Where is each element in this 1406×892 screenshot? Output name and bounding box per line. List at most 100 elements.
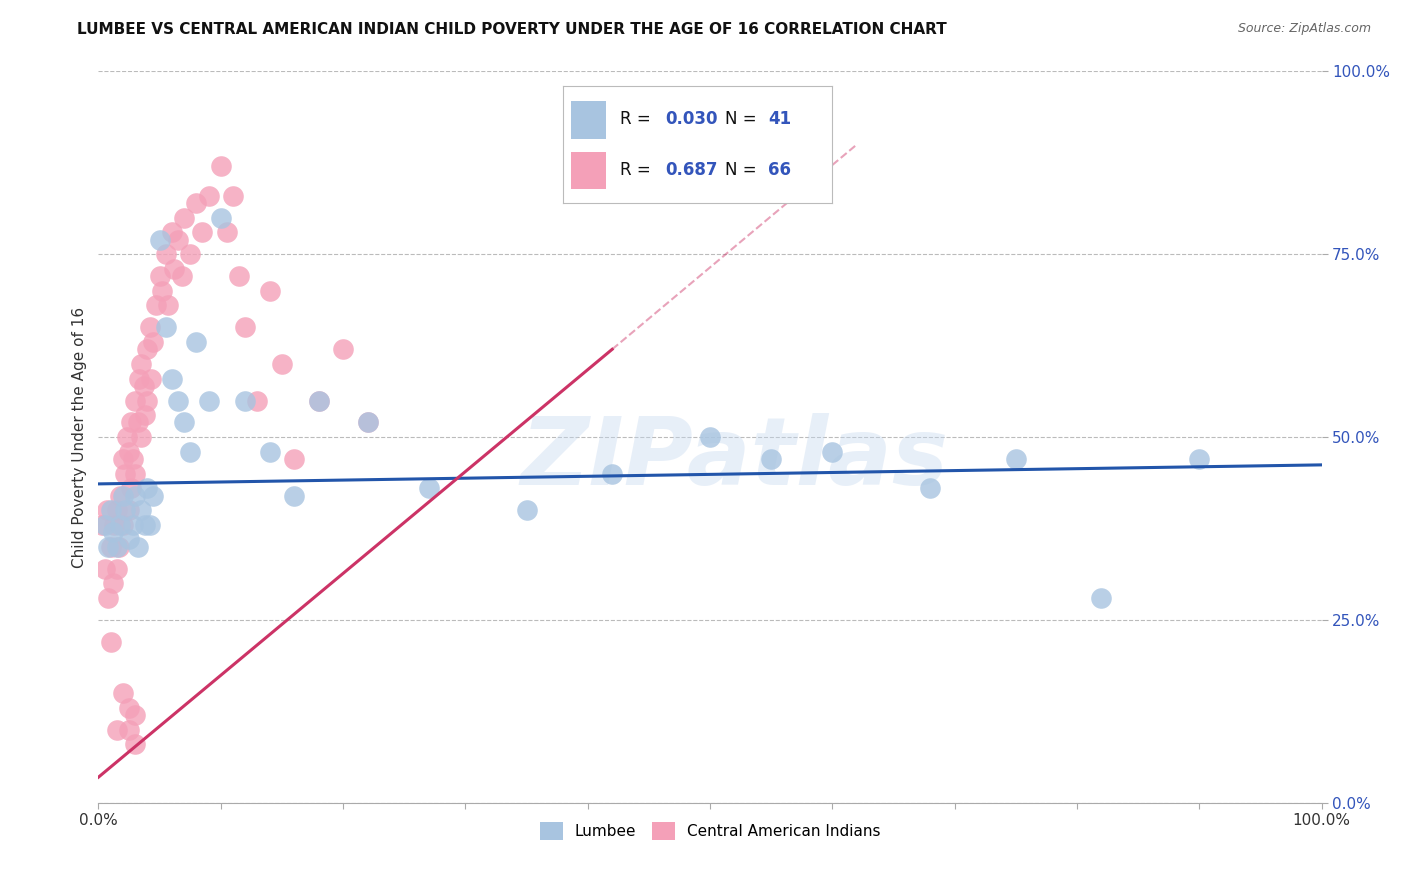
Point [149,269,172,284]
Point [118,533,141,547]
Point [139,371,162,385]
Point [283,452,305,467]
Point [136,343,159,357]
Point [1090,591,1112,605]
Point [121,517,143,532]
Point [114,503,136,517]
Point [259,444,281,458]
Point [283,489,305,503]
Point [920,481,942,495]
Point [270,357,294,371]
Point [515,503,537,517]
Point [600,467,623,481]
Point [197,393,219,408]
Point [163,261,186,276]
Point [121,452,143,467]
Point [105,562,128,576]
Point [103,517,125,532]
Point [124,737,146,751]
Point [136,393,159,408]
Point [136,481,159,495]
Point [228,269,250,284]
Point [222,188,245,202]
Point [155,320,177,334]
Point [118,444,141,458]
Point [110,517,132,532]
Point [145,298,167,312]
Point [118,503,141,517]
Point [761,452,783,467]
Point [149,233,172,247]
Point [142,334,165,349]
Point [97,540,120,554]
Point [157,298,180,312]
Point [179,247,201,261]
Point [110,489,132,503]
Point [129,503,152,517]
Point [233,320,256,334]
Point [209,211,232,225]
Point [93,562,115,576]
Point [139,320,162,334]
Point [1188,452,1211,467]
Point [100,503,122,517]
Point [105,540,128,554]
Point [173,211,195,225]
Point [108,540,131,554]
Point [132,379,155,393]
Point [124,708,146,723]
Point [259,284,281,298]
Point [129,357,152,371]
Point [124,467,146,481]
Text: ZIPatlas: ZIPatlas [520,413,949,505]
Point [101,525,124,540]
Point [120,416,142,430]
Point [118,723,141,737]
Point [821,444,844,458]
Point [418,481,440,495]
Point [155,247,177,261]
Point [124,393,146,408]
Point [197,188,219,202]
Point [93,517,115,532]
Point [173,416,195,430]
Point [170,269,193,284]
Point [100,540,122,554]
Point [160,225,183,239]
Point [191,225,214,239]
Point [186,334,208,349]
Point [233,393,256,408]
Point [134,517,156,532]
Point [139,517,162,532]
Point [356,416,378,430]
Point [160,371,183,385]
Point [111,686,134,700]
Point [215,225,238,239]
Point [142,489,165,503]
Point [332,343,354,357]
Point [111,489,134,503]
Point [246,393,269,408]
Point [105,503,128,517]
Point [186,196,208,211]
Y-axis label: Child Poverty Under the Age of 16: Child Poverty Under the Age of 16 [72,307,87,567]
Point [100,635,122,649]
Point [128,371,150,385]
Point [118,700,141,714]
Point [308,393,330,408]
Point [209,160,232,174]
Point [167,233,190,247]
Point [150,284,173,298]
Point [97,591,120,605]
Point [129,430,152,444]
Point [96,503,118,517]
Point [124,489,146,503]
Point [179,444,201,458]
Point [167,393,190,408]
Point [105,723,128,737]
Point [120,481,142,495]
Point [127,540,149,554]
Point [111,517,134,532]
Point [1004,452,1026,467]
Point [699,430,721,444]
